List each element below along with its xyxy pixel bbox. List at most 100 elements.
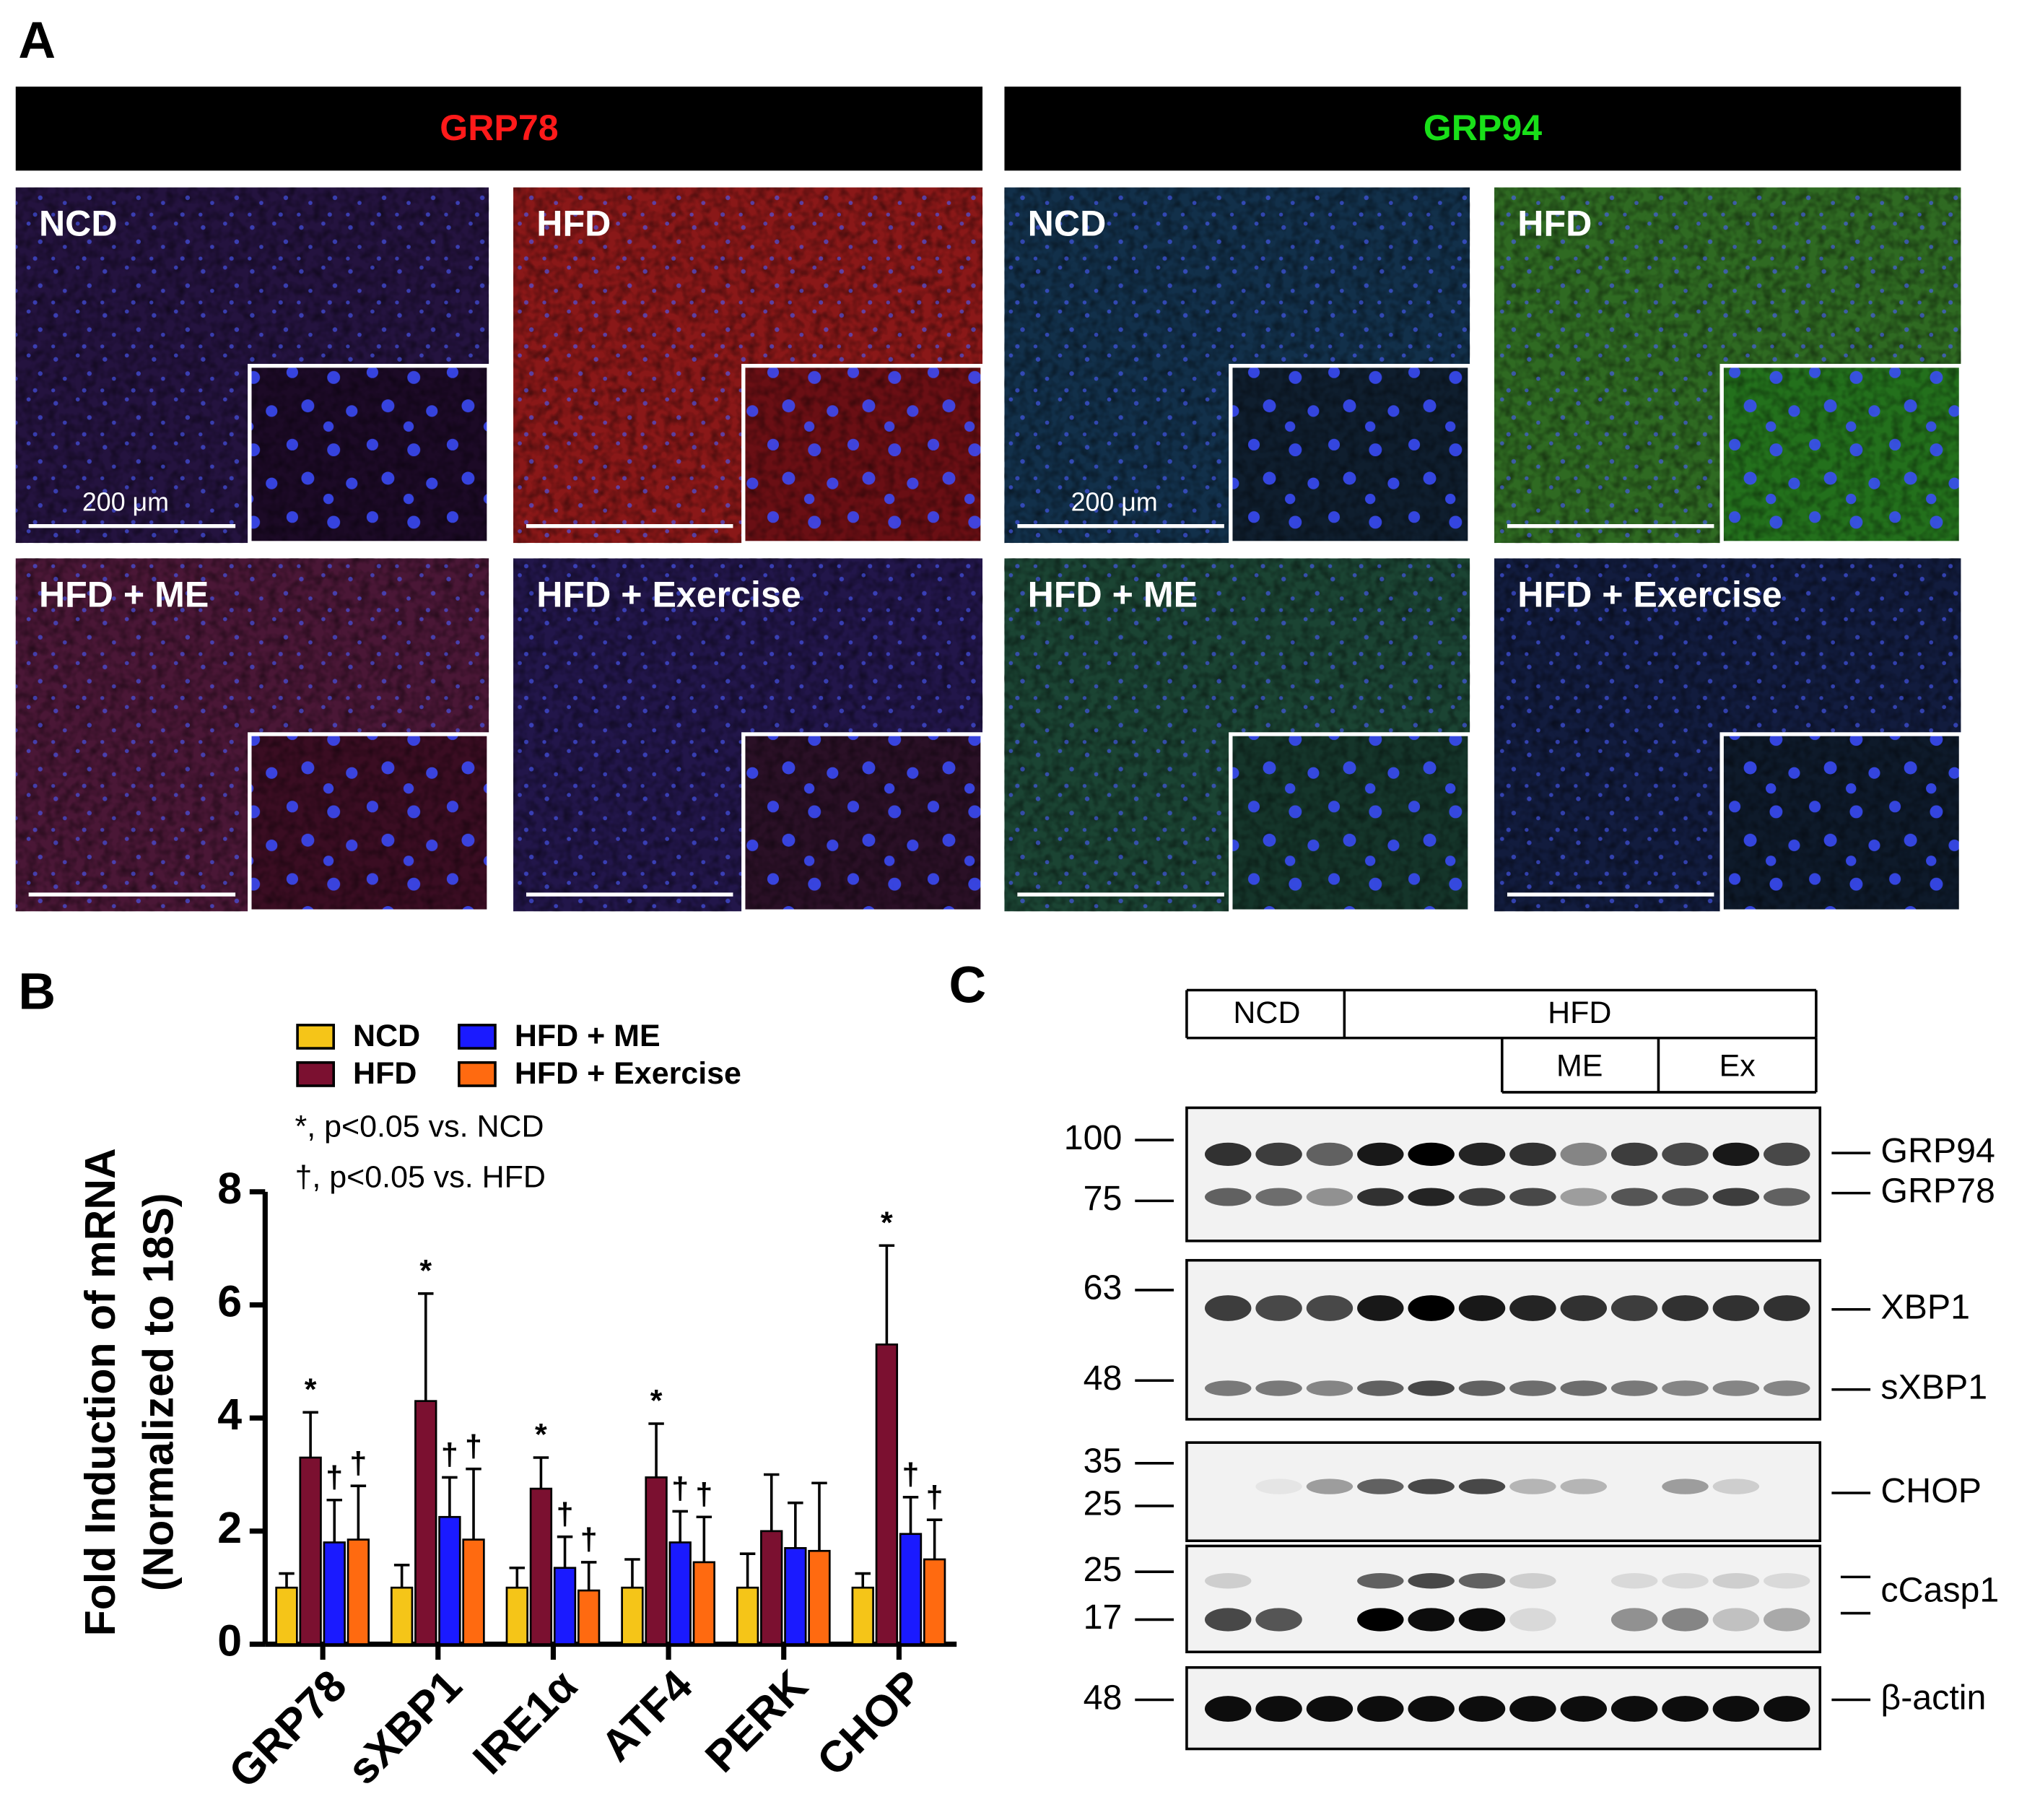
band — [1408, 1479, 1455, 1494]
significance-marker: † — [926, 1480, 943, 1515]
significance-marker: * — [650, 1384, 663, 1419]
condition-label: NCD — [1028, 204, 1107, 244]
mw-marker: 17 — [1084, 1598, 1123, 1637]
condition-label: HFD + ME — [39, 574, 209, 614]
band — [1204, 1573, 1252, 1589]
band — [1509, 1573, 1556, 1589]
band — [1712, 1608, 1760, 1632]
group-label: HFD — [1548, 996, 1611, 1030]
legend-label: HFD — [353, 1056, 417, 1091]
bar — [923, 1558, 946, 1645]
bar — [899, 1533, 923, 1645]
band — [1255, 1380, 1302, 1396]
legend-label: NCD — [353, 1019, 420, 1053]
band — [1458, 1608, 1506, 1632]
scale-bar-label: 200 μm — [1071, 488, 1158, 517]
y-tick-label: 4 — [217, 1390, 242, 1439]
bar — [462, 1538, 485, 1645]
bar — [414, 1400, 437, 1645]
band — [1255, 1696, 1302, 1722]
bar — [668, 1541, 692, 1645]
bar — [808, 1549, 831, 1645]
mw-marker: 25 — [1084, 1550, 1123, 1589]
band — [1458, 1380, 1506, 1396]
y-axis-label: Fold Induction of mRNA — [77, 1148, 124, 1636]
band — [1357, 1479, 1404, 1494]
inset-nuclei — [249, 365, 489, 544]
inset-nuclei — [1230, 733, 1470, 912]
band — [1712, 1188, 1760, 1206]
significance-marker: † — [465, 1429, 482, 1463]
band — [1764, 1573, 1810, 1589]
scale-bar-label: 200 μm — [82, 488, 169, 517]
protein-label: XBP1 — [1880, 1288, 1970, 1327]
bar — [875, 1343, 899, 1645]
band — [1509, 1608, 1556, 1632]
band — [1408, 1188, 1455, 1206]
band — [1357, 1573, 1404, 1589]
panel-letter: B — [18, 963, 56, 1021]
band — [1712, 1380, 1760, 1396]
band — [1255, 1295, 1302, 1321]
inset-nuclei — [743, 365, 983, 544]
protein-label: sXBP1 — [1880, 1368, 1987, 1407]
band — [1764, 1295, 1810, 1321]
band — [1458, 1142, 1506, 1167]
band — [1357, 1696, 1404, 1722]
band — [1408, 1295, 1455, 1321]
band — [1610, 1573, 1658, 1589]
protein-label: GRP78 — [1880, 1171, 1995, 1210]
band — [1306, 1142, 1353, 1167]
band — [1306, 1188, 1353, 1206]
y-tick-label: 2 — [217, 1503, 242, 1552]
band — [1357, 1188, 1404, 1206]
band — [1764, 1188, 1810, 1206]
bar — [553, 1567, 577, 1645]
panel-letter: A — [18, 12, 56, 69]
mw-marker: 75 — [1084, 1179, 1123, 1218]
bar — [299, 1456, 322, 1645]
band — [1458, 1188, 1506, 1206]
band — [1408, 1573, 1455, 1589]
condition-label: HFD + Exercise — [1517, 574, 1782, 614]
band — [1764, 1608, 1810, 1632]
band — [1408, 1696, 1455, 1722]
band — [1509, 1380, 1556, 1396]
band — [1662, 1380, 1709, 1396]
significance-marker: † — [349, 1446, 367, 1481]
mw-marker: 100 — [1064, 1118, 1123, 1157]
band — [1662, 1696, 1709, 1722]
significance-marker: † — [902, 1458, 920, 1492]
band — [1662, 1573, 1709, 1589]
x-tick-label: PERK — [696, 1660, 817, 1782]
band — [1509, 1142, 1556, 1167]
legend-swatch — [458, 1061, 497, 1087]
mw-marker: 35 — [1084, 1442, 1123, 1481]
header-label: GRP78 — [440, 108, 558, 148]
band — [1408, 1380, 1455, 1396]
protein-label: CHOP — [1880, 1471, 1982, 1510]
protein-label: β-actin — [1880, 1678, 1986, 1717]
significance-marker: † — [695, 1477, 712, 1512]
band — [1255, 1608, 1302, 1632]
legend-label: HFD + ME — [515, 1019, 661, 1053]
band — [1509, 1188, 1556, 1206]
blot — [1185, 1544, 1822, 1654]
significance-marker: * — [305, 1372, 317, 1407]
bar — [760, 1530, 783, 1645]
band — [1509, 1295, 1556, 1321]
y-axis-label: (Normalized to 18S) — [135, 1193, 183, 1592]
inset-nuclei — [249, 733, 489, 912]
mw-marker: 63 — [1084, 1268, 1123, 1307]
band — [1458, 1573, 1506, 1589]
blot — [1185, 1106, 1822, 1242]
x-tick-label: ATF4 — [591, 1660, 702, 1771]
significance-marker: † — [441, 1437, 458, 1472]
band — [1509, 1696, 1556, 1722]
panel-a: GRP78 GRP94 NCD 200 μm HFD HFD + ME HFD + Exer… — [15, 86, 1963, 913]
significance-note: *, p<0.05 vs. NCD — [295, 1109, 544, 1144]
bar — [645, 1476, 668, 1645]
inset-border — [1719, 732, 1963, 913]
significance-marker: † — [557, 1497, 574, 1531]
